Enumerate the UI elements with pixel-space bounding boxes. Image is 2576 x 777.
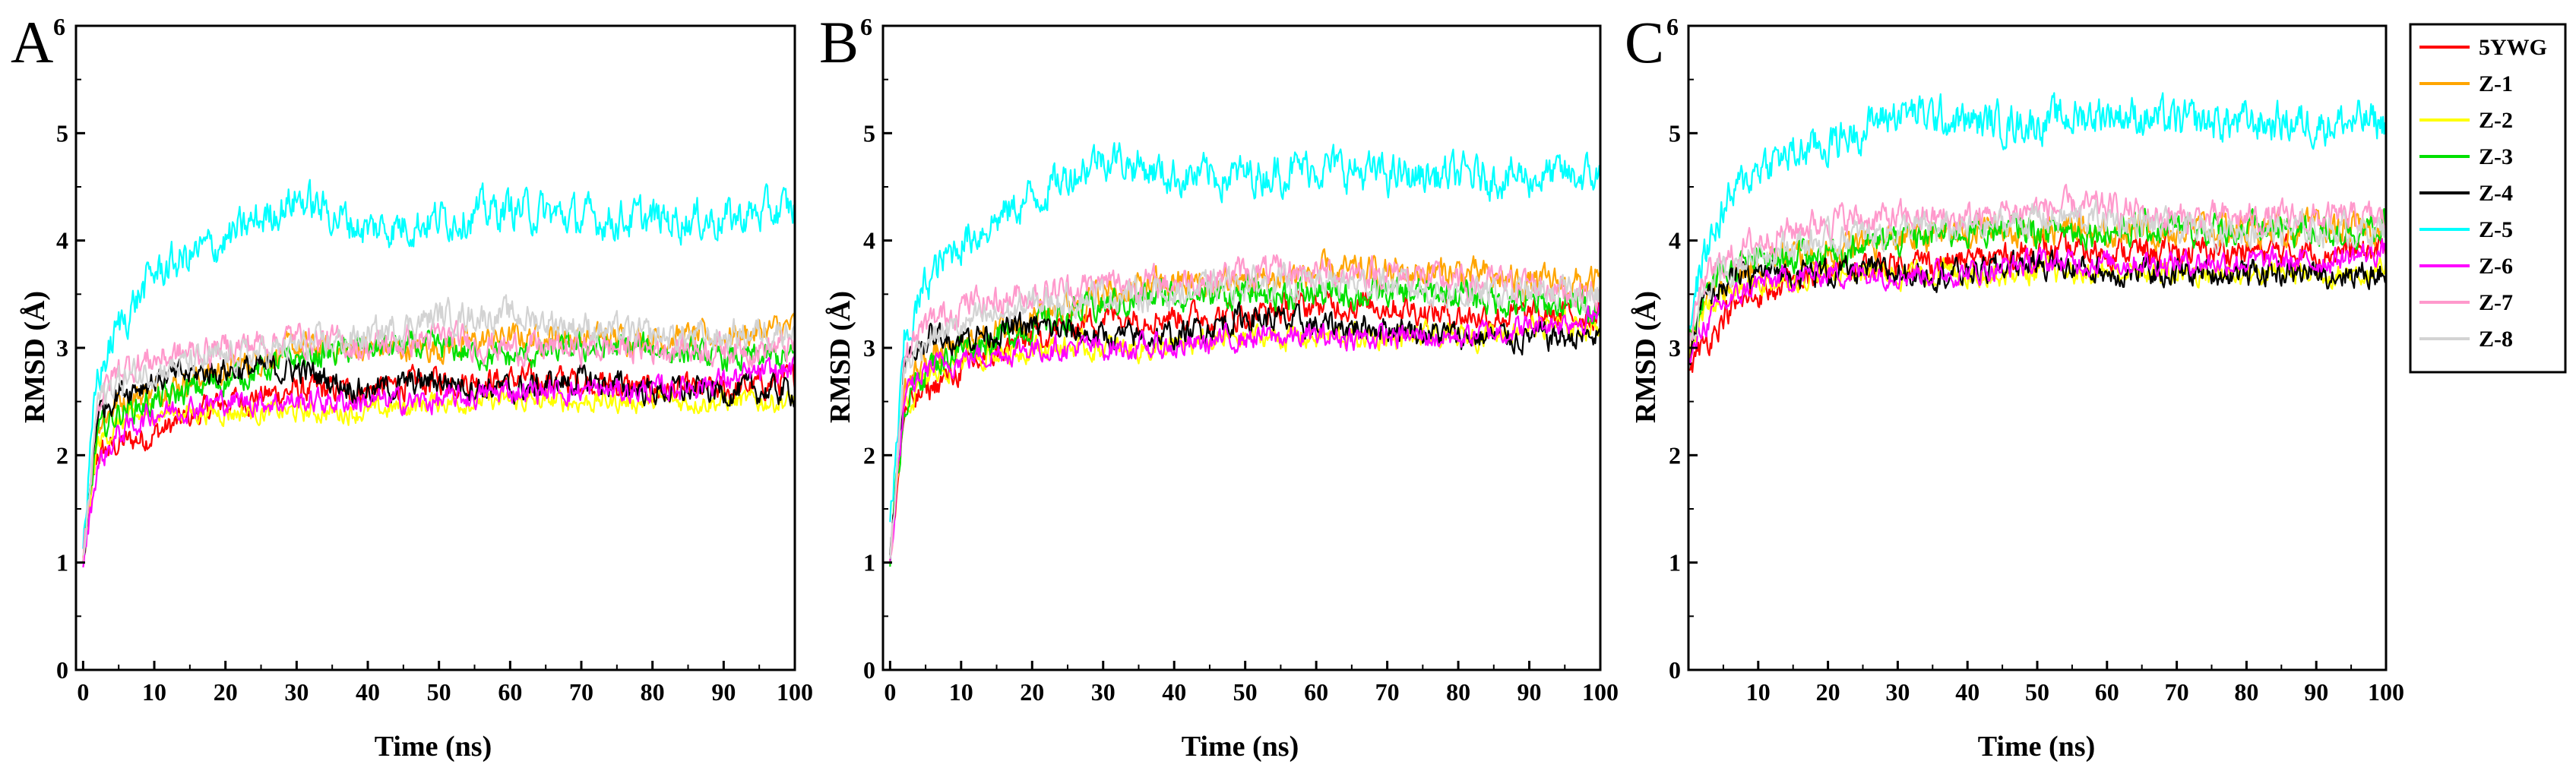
y-tick-label: 2 <box>863 441 875 469</box>
series-line-5ywg <box>889 289 1602 554</box>
x-tick-label: 30 <box>1091 678 1116 706</box>
x-tick-label: 70 <box>2165 678 2189 706</box>
x-tick-label: 90 <box>711 678 736 706</box>
x-tick-label: 10 <box>949 678 973 706</box>
y-tick-label: 0 <box>863 656 875 684</box>
x-tick-label: 50 <box>2025 678 2049 706</box>
series-line-z-8 <box>82 294 796 556</box>
series-line-z-4 <box>889 301 1601 556</box>
x-tick-label: 70 <box>569 678 593 706</box>
series-line-z-8 <box>889 261 1602 559</box>
legend-label-z-1: Z-1 <box>2479 71 2513 96</box>
x-tick-label: 80 <box>2234 678 2258 706</box>
x-tick-label: 70 <box>1375 678 1400 706</box>
legend-label-z-8: Z-8 <box>2479 327 2513 352</box>
panel-b-top-tick: 6 <box>860 13 872 40</box>
panel-a-ylabel: RMSD (Å) <box>19 291 51 423</box>
series-line-z-2 <box>82 388 796 558</box>
x-tick-label: 30 <box>1885 678 1910 706</box>
series-line-z-6 <box>1687 238 2388 365</box>
y-tick-label: 5 <box>863 119 875 147</box>
series-line-z-1 <box>82 312 796 564</box>
panel-a-plot: 0 10 20 30 40 50 60 70 80 90 100 0 1 2 3 4 5 <box>56 24 813 706</box>
y-tick-label: 3 <box>1669 334 1681 362</box>
y-tick-label: 0 <box>56 656 68 684</box>
x-tick-label: 10 <box>142 678 166 706</box>
x-tick-label: 40 <box>1955 678 1979 706</box>
panel-c-xlabel: Time (ns) <box>1978 731 2095 763</box>
panel-c: C 6 10 20 30 40 50 60 70 80 90 100 0 1 2 3 4 5 Time (ns… <box>1625 9 2404 763</box>
x-tick-label: 100 <box>777 678 813 706</box>
panel-a: A 6 0 10 20 30 40 50 60 70 80 90 100 0 1 2 3 4 5 Time (n… <box>11 9 813 763</box>
panel-b: B 6 0 10 20 30 40 50 60 70 80 90 100 0 1 2 3 4 5 Time (n… <box>819 9 1619 763</box>
x-tick-label: 50 <box>1233 678 1258 706</box>
series-line-z-5 <box>1687 92 2388 331</box>
x-tick-label: 90 <box>2304 678 2328 706</box>
x-tick-label: 20 <box>1020 678 1044 706</box>
x-tick-label: 20 <box>1816 678 1840 706</box>
x-tick-label: 80 <box>641 678 665 706</box>
x-tick-label: 100 <box>1582 678 1619 706</box>
y-tick-label: 1 <box>56 549 68 576</box>
y-tick-label: 2 <box>56 441 68 469</box>
x-tick-label: 40 <box>1162 678 1186 706</box>
panel-b-letter: B <box>819 9 859 75</box>
panel-c-letter: C <box>1625 9 1664 75</box>
y-tick-label: 1 <box>1669 549 1681 576</box>
y-tick-label: 2 <box>1669 441 1681 469</box>
y-tick-label: 3 <box>863 334 875 362</box>
x-tick-label: 80 <box>1446 678 1470 706</box>
x-tick-label: 60 <box>498 678 522 706</box>
x-tick-label: 40 <box>356 678 380 706</box>
y-tick-label: 1 <box>863 549 875 576</box>
x-tick-label: 20 <box>214 678 238 706</box>
legend-label-z-5: Z-5 <box>2479 217 2513 242</box>
legend-label-z-4: Z-4 <box>2479 181 2513 206</box>
legend-label-z-7: Z-7 <box>2479 290 2513 315</box>
legend-label-z-2: Z-2 <box>2479 108 2513 133</box>
panel-c-top-tick: 6 <box>1666 13 1679 40</box>
series-line-z-8 <box>1688 199 2388 341</box>
panel-b-xlabel: Time (ns) <box>1182 731 1299 763</box>
y-tick-label: 5 <box>56 119 68 147</box>
panel-c-plot: 10 20 30 40 50 60 70 80 90 100 0 1 2 3 4 5 <box>1669 24 2404 706</box>
x-tick-label: 0 <box>884 678 896 706</box>
legend-label-z-6: Z-6 <box>2479 254 2513 279</box>
x-tick-label: 0 <box>77 678 89 706</box>
y-tick-label: 0 <box>1669 656 1681 684</box>
series-line-z-5 <box>82 178 796 549</box>
legend-label-5ywg: 5YWG <box>2479 35 2547 60</box>
legend-label-z-3: Z-3 <box>2479 144 2513 169</box>
y-tick-label: 5 <box>1669 119 1681 147</box>
series-line-z-6 <box>82 356 796 568</box>
y-tick-label: 4 <box>1669 227 1681 254</box>
x-tick-label: 60 <box>2095 678 2119 706</box>
plot-frame <box>881 24 1602 671</box>
panel-a-letter: A <box>11 9 53 75</box>
series-line-z-5 <box>889 142 1601 523</box>
panel-b-plot: 0 10 20 30 40 50 60 70 80 90 100 0 1 2 3 4 5 <box>863 24 1619 706</box>
y-tick-label: 4 <box>56 227 68 254</box>
y-tick-label: 3 <box>56 334 68 362</box>
x-tick-label: 90 <box>1517 678 1542 706</box>
series-line-z-6 <box>889 301 1602 561</box>
panel-a-xlabel: Time (ns) <box>375 731 492 763</box>
x-tick-label: 50 <box>427 678 451 706</box>
panel-a-top-tick: 6 <box>53 13 65 40</box>
x-tick-label: 60 <box>1304 678 1328 706</box>
panel-b-ylabel: RMSD (Å) <box>824 291 856 423</box>
y-tick-label: 4 <box>863 227 875 254</box>
x-tick-label: 30 <box>284 678 309 706</box>
x-tick-label: 100 <box>2368 678 2404 706</box>
panel-c-ylabel: RMSD (Å) <box>1630 291 1662 423</box>
legend: 5YWG Z-1 Z-2 Z-3 Z-4 Z-5 Z-6 Z-7 Z-8 <box>2409 23 2567 374</box>
x-tick-label: 10 <box>1746 678 1771 706</box>
